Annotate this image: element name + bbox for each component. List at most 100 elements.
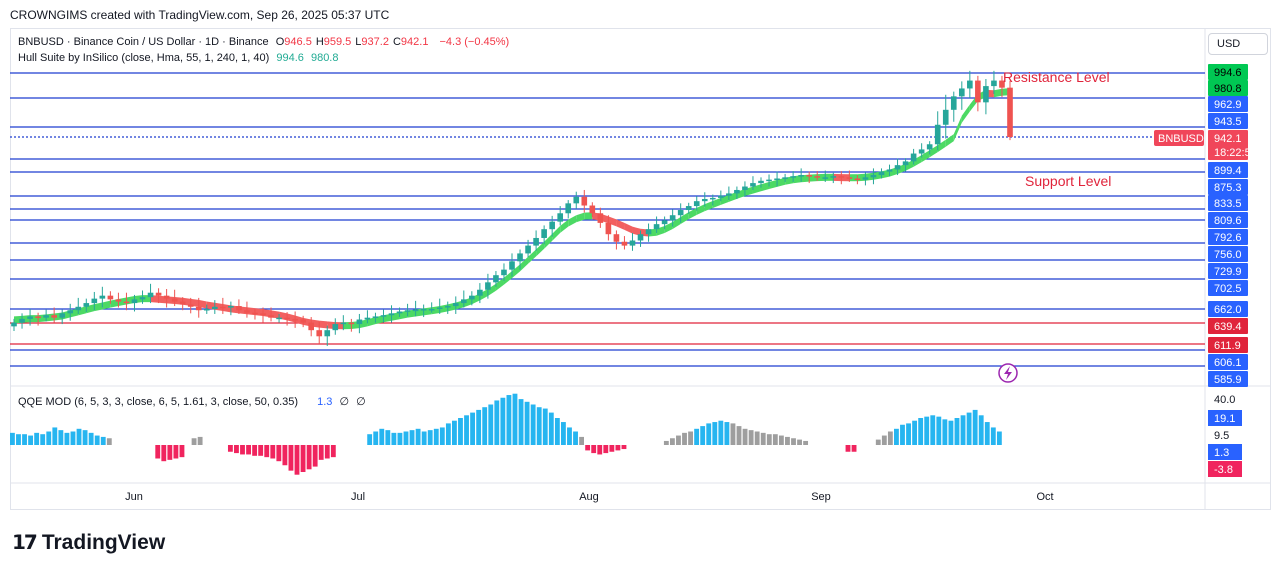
candle-body-17[interactable] (147, 292, 154, 298)
candle-body-51[interactable] (420, 309, 427, 311)
candle-body-33[interactable] (276, 317, 282, 320)
candle-body-34[interactable] (284, 317, 290, 320)
candle-body-118[interactable] (958, 88, 965, 97)
candle-body-16[interactable] (139, 297, 146, 300)
candle-body-63[interactable] (517, 253, 523, 262)
candle-body-9[interactable] (83, 303, 90, 307)
candle-body-36[interactable] (300, 319, 306, 323)
candle-body-23[interactable] (195, 306, 202, 311)
candle-body-109[interactable] (886, 169, 893, 172)
candle-body-6[interactable] (59, 313, 66, 318)
candle-body-50[interactable] (412, 309, 419, 312)
candle-body-84[interactable] (685, 206, 692, 211)
candle-body-8[interactable] (75, 306, 82, 311)
candle-body-90[interactable] (734, 189, 740, 194)
candle-body-95[interactable] (774, 178, 780, 180)
candle-body-116[interactable] (942, 109, 949, 125)
candle-body-52[interactable] (428, 309, 435, 311)
candle-body-1[interactable] (19, 318, 25, 323)
candle-body-20[interactable] (171, 298, 178, 302)
candle-body-66[interactable] (541, 229, 547, 238)
currency-selector[interactable]: USD (1208, 33, 1268, 55)
candle-body-120[interactable] (975, 80, 981, 103)
candle-body-74[interactable] (605, 222, 612, 235)
candle-body-53[interactable] (436, 307, 443, 310)
candle-body-110[interactable] (894, 165, 901, 170)
candle-body-12[interactable] (107, 295, 114, 300)
candle-body-65[interactable] (533, 237, 539, 246)
candle-body-29[interactable] (244, 310, 250, 313)
candle-body-41[interactable] (340, 322, 347, 325)
candle-body-100[interactable] (814, 176, 821, 178)
candle-body-40[interactable] (332, 324, 339, 331)
candle-body-72[interactable] (589, 205, 596, 214)
candle-body-2[interactable] (27, 316, 33, 319)
candle-body-80[interactable] (653, 224, 660, 230)
candle-body-114[interactable] (926, 144, 933, 150)
candle-body-73[interactable] (597, 213, 604, 223)
candle-body-108[interactable] (878, 171, 885, 176)
candle-body-79[interactable] (645, 229, 652, 235)
candle-body-83[interactable] (677, 210, 684, 216)
candle-body-32[interactable] (268, 315, 274, 318)
candle-body-25[interactable] (211, 306, 218, 309)
candle-body-4[interactable] (43, 315, 49, 318)
candle-body-117[interactable] (950, 96, 957, 110)
candle-body-39[interactable] (324, 330, 331, 337)
candle-body-107[interactable] (870, 175, 877, 178)
candle-body-30[interactable] (252, 312, 258, 315)
candle-body-123[interactable] (999, 80, 1005, 88)
candle-body-99[interactable] (806, 175, 813, 177)
candle-body-46[interactable] (380, 315, 387, 317)
alert-lightning-icon[interactable] (998, 363, 1018, 383)
candle-body-42[interactable] (348, 322, 355, 325)
candle-body-104[interactable] (846, 177, 853, 179)
candle-body-105[interactable] (854, 178, 861, 180)
candle-body-77[interactable] (629, 240, 636, 246)
candle-body-28[interactable] (236, 306, 242, 311)
candle-body-86[interactable] (701, 198, 708, 202)
candle-body-49[interactable] (404, 310, 411, 312)
candle-body-11[interactable] (99, 295, 106, 299)
candle-body-62[interactable] (509, 261, 515, 270)
candle-body-111[interactable] (902, 161, 909, 166)
candle-body-112[interactable] (910, 153, 917, 162)
candle-body-76[interactable] (621, 241, 628, 246)
candle-body-5[interactable] (51, 315, 57, 318)
candle-body-48[interactable] (396, 311, 403, 314)
candle-body-44[interactable] (364, 317, 371, 320)
candle-body-75[interactable] (613, 234, 620, 242)
candle-body-24[interactable] (203, 309, 210, 311)
candle-body-69[interactable] (565, 203, 572, 214)
candle-body-106[interactable] (862, 177, 869, 180)
candle-body-0[interactable] (11, 322, 17, 327)
candle-body-85[interactable] (693, 201, 700, 207)
candle-body-88[interactable] (718, 195, 724, 198)
candle-body-45[interactable] (372, 316, 379, 318)
candle-body-56[interactable] (460, 299, 467, 304)
candle-body-124[interactable] (1007, 87, 1013, 138)
candle-body-64[interactable] (525, 245, 531, 254)
candle-body-10[interactable] (91, 298, 98, 304)
candle-body-89[interactable] (726, 193, 732, 196)
candle-body-38[interactable] (316, 330, 323, 337)
candle-body-37[interactable] (308, 322, 315, 331)
candle-body-59[interactable] (485, 282, 491, 290)
candle-body-87[interactable] (709, 197, 716, 200)
candle-body-61[interactable] (501, 269, 507, 276)
candle-body-18[interactable] (155, 292, 162, 296)
candle-body-94[interactable] (766, 179, 772, 182)
candle-body-81[interactable] (661, 220, 668, 225)
candle-body-58[interactable] (477, 289, 483, 296)
candle-body-14[interactable] (123, 301, 130, 304)
candle-body-113[interactable] (918, 149, 925, 154)
candle-body-47[interactable] (388, 313, 395, 316)
candle-body-115[interactable] (934, 124, 941, 145)
candle-body-68[interactable] (557, 213, 564, 222)
candle-body-54[interactable] (444, 306, 451, 308)
candle-body-121[interactable] (983, 86, 989, 103)
candle-body-102[interactable] (830, 176, 837, 178)
candle-body-92[interactable] (750, 183, 756, 187)
candle-body-27[interactable] (228, 306, 234, 308)
